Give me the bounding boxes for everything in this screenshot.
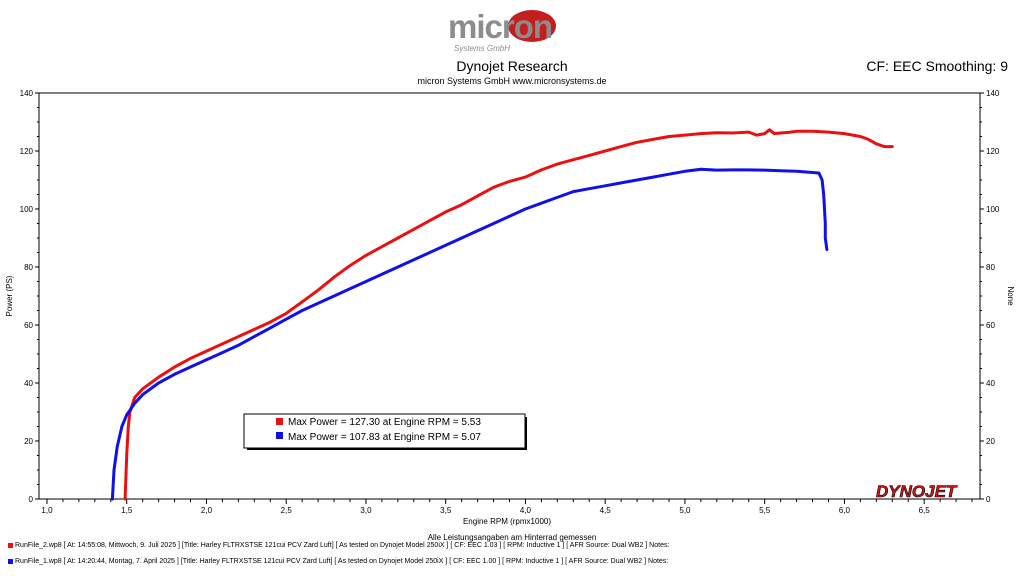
x-tick-label: 6,0 [839,506,851,515]
run-file-1-info: RunFile_2.wp8 [ At: 14:55:08, Mittwoch, … [8,542,669,549]
x-tick-label: 4,0 [520,506,532,515]
run-2-text: RunFile_1.wp8 [ At: 14:20:44, Montag, 7.… [15,558,669,565]
legend-shadow-right [525,417,527,450]
series-line-2 [110,167,829,501]
series-line-1 [123,128,894,501]
legend-swatch-red [276,418,283,425]
measurement-note: Alle Leistungsangaben am Hinterrad gemes… [427,533,597,542]
y-tick-label-left: 40 [24,379,33,388]
legend-entry-red: Max Power = 127.30 at Engine RPM = 5.53 [288,417,481,428]
y-tick-label-right: 60 [986,321,995,330]
run-file-2-info: RunFile_1.wp8 [ At: 14:20:44, Montag, 7.… [8,558,668,565]
y-tick-label-right: 140 [986,89,1000,98]
legend-entry-blue: Max Power = 107.83 at Engine RPM = 5.07 [288,432,481,443]
x-tick-label: 1,5 [121,506,133,515]
chart-title: Dynojet Research [456,58,568,74]
y-tick-label-left: 0 [29,495,34,504]
y-tick-label-left: 140 [20,89,34,98]
x-tick-label: 4,5 [600,506,612,515]
legend-box: Max Power = 127.30 at Engine RPM = 5.53 … [243,413,527,450]
dynojet-brand: DYNOJET [876,482,958,501]
x-axis-label: Engine RPM (rpmx1000) [463,517,551,526]
x-tick-label: 1,0 [41,506,53,515]
logo-wordmark: micron [448,8,552,45]
run-1-text: RunFile_2.wp8 [ At: 14:55:08, Mittwoch, … [15,542,670,549]
y-tick-label-right: 80 [986,263,995,272]
x-tick-label: 5,0 [679,506,691,515]
x-tick-label: 3,5 [440,506,452,515]
y-tick-label-left: 100 [20,205,34,214]
y-tick-label-right: 40 [986,379,995,388]
x-tick-label: 3,0 [360,506,372,515]
x-ticks: 1,0 1,5 2,0 2,5 3,0 3,5 4,0 4,5 5,0 5,5 6,0 6,5 [41,499,973,515]
logo-subtext: Systems GmbH [454,44,510,53]
legend-swatch-blue [276,432,283,439]
y-tick-label-left: 60 [24,321,33,330]
x-tick-label: 6,5 [919,506,931,515]
y-tick-label-right: 0 [986,495,991,504]
chart-subtitle: micron Systems GmbH www.micronsystems.de [417,76,607,86]
y-tick-label-left: 20 [24,437,33,446]
x-tick-label: 2,0 [201,506,213,515]
y-tick-label-right: 100 [986,205,1000,214]
y-ticks-left: 0 20 40 60 80 100 120 140 [20,89,39,504]
y-ticks-right: 0 20 40 60 80 100 120 140 [980,89,1000,504]
logo-ellipse [508,10,556,42]
y-tick-label-left: 120 [20,147,34,156]
y-tick-label-right: 120 [986,147,1000,156]
y-axis-label: Power (PS) [5,275,14,316]
legend-shadow-bottom [247,448,527,450]
micron-logo: micron Systems GmbH [448,8,556,53]
run-1-color-swatch [8,542,13,548]
y2-axis-label: None [1006,286,1015,306]
run-2-color-swatch [8,558,13,564]
y-tick-label-right: 20 [986,437,995,446]
series-layer [110,128,894,501]
smoothing-label: CF: EEC Smoothing: 9 [866,58,1008,74]
y-tick-label-left: 80 [24,263,33,272]
x-tick-label: 2,5 [281,506,293,515]
x-tick-label: 5,5 [759,506,771,515]
